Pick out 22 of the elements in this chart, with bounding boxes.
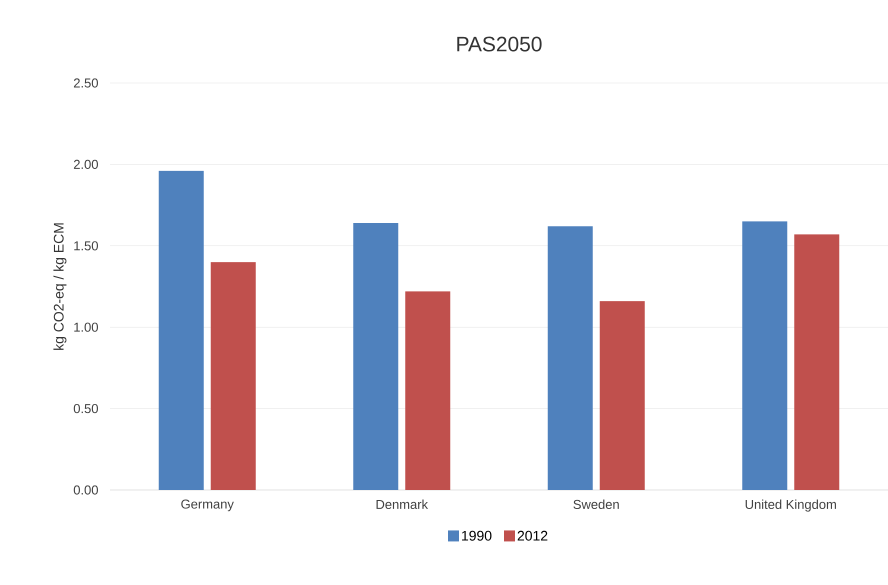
bar xyxy=(794,234,840,490)
chart-title: PAS2050 xyxy=(457,36,542,52)
bar xyxy=(742,221,788,490)
x-tick-label: United Kingdom xyxy=(746,500,836,512)
legend-label: 2012 xyxy=(518,530,548,541)
y-tick-label: 1.50 xyxy=(74,241,98,250)
legend-label: 1990 xyxy=(462,530,492,541)
y-tick-label: 1.00 xyxy=(74,322,98,332)
bar xyxy=(548,226,593,490)
y-tick-label: 2.50 xyxy=(74,78,98,88)
bar xyxy=(210,262,256,490)
bar xyxy=(353,223,398,490)
y-tick-label: 2.00 xyxy=(74,160,98,169)
x-tick-label: Sweden xyxy=(573,500,619,510)
bar xyxy=(158,170,204,490)
x-tick-label: Germany xyxy=(181,500,234,512)
bar xyxy=(600,301,645,490)
y-tick-label: 0.50 xyxy=(74,404,98,414)
y-axis-title: kg CO2-eq / kg ECM xyxy=(53,223,66,350)
x-tick-label: Denmark xyxy=(376,500,428,510)
bar xyxy=(405,291,450,490)
y-tick-label: 0.00 xyxy=(74,485,98,495)
